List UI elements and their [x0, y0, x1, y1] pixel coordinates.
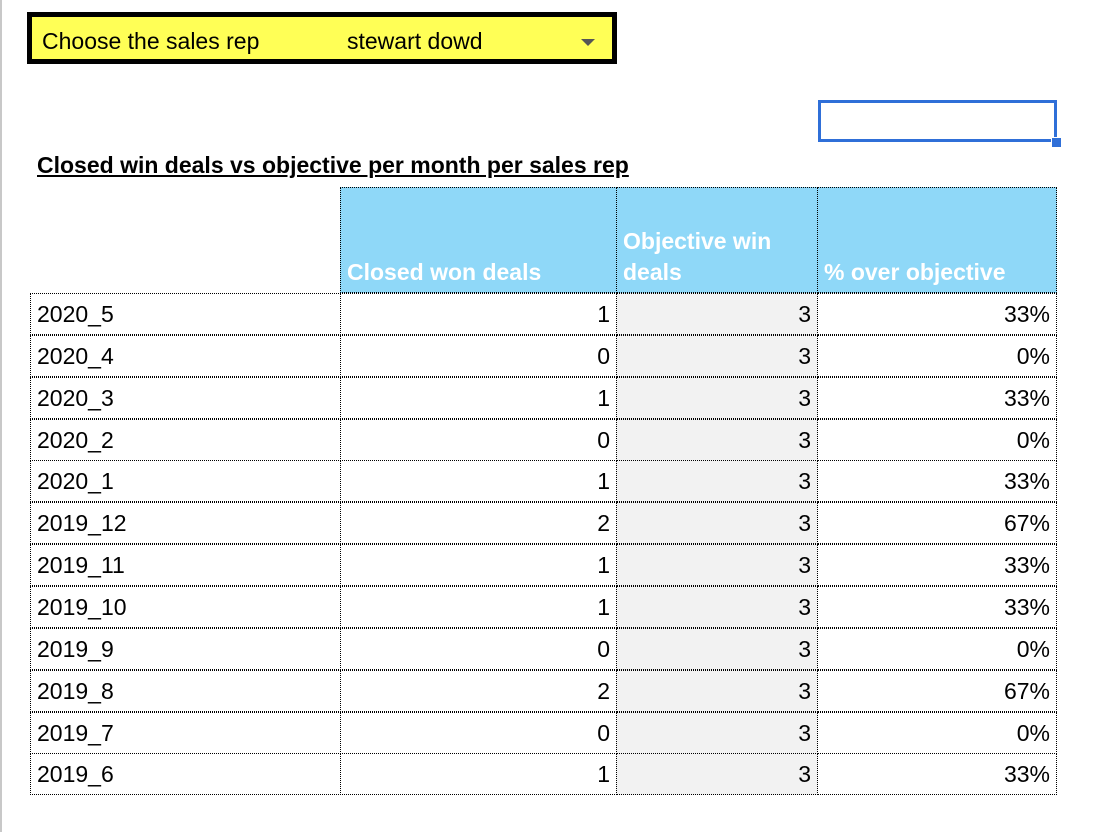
header-pct-over-objective-label: % over objective [824, 259, 1006, 285]
table-row: 2019_12 2 3 67% [30, 502, 1057, 544]
table-row: 2020_5 1 3 33% [30, 293, 1057, 335]
fill-handle[interactable] [1051, 137, 1062, 148]
closed-won-deals-cell[interactable]: 1 [340, 586, 617, 628]
header-pct-over-objective[interactable]: % over objective [817, 187, 1057, 293]
month-cell[interactable]: 2020_3 [30, 377, 341, 419]
month-cell[interactable]: 2019_7 [30, 712, 341, 754]
month-cell[interactable]: 2019_8 [30, 670, 341, 712]
closed-won-deals-cell[interactable]: 1 [340, 753, 617, 795]
closed-won-deals-cell[interactable]: 1 [340, 293, 617, 335]
pct-over-objective-cell[interactable]: 0% [817, 628, 1057, 670]
pct-over-objective-cell[interactable]: 67% [817, 502, 1057, 544]
month-cell[interactable]: 2020_4 [30, 335, 341, 377]
objective-win-deals-cell[interactable]: 3 [616, 419, 818, 461]
pct-over-objective-cell[interactable]: 33% [817, 293, 1057, 335]
month-cell[interactable]: 2019_11 [30, 544, 341, 586]
objective-win-deals-cell[interactable]: 3 [616, 670, 818, 712]
pct-over-objective-cell[interactable]: 33% [817, 460, 1057, 502]
pct-over-objective-cell[interactable]: 0% [817, 419, 1057, 461]
table-row: 2019_6 1 3 33% [30, 753, 1057, 795]
selected-cell[interactable] [818, 100, 1057, 142]
month-cell[interactable]: 2020_2 [30, 419, 341, 461]
table-row: 2019_8 2 3 67% [30, 670, 1057, 712]
table-row: 2019_11 1 3 33% [30, 544, 1057, 586]
objective-win-deals-cell[interactable]: 3 [616, 544, 818, 586]
pct-over-objective-cell[interactable]: 0% [817, 712, 1057, 754]
table-row: 2020_3 1 3 33% [30, 377, 1057, 419]
objective-win-deals-cell[interactable]: 3 [616, 586, 818, 628]
objective-win-deals-cell[interactable]: 3 [616, 335, 818, 377]
objective-win-deals-cell[interactable]: 3 [616, 712, 818, 754]
closed-won-deals-cell[interactable]: 0 [340, 335, 617, 377]
pct-over-objective-cell[interactable]: 33% [817, 544, 1057, 586]
closed-won-deals-cell[interactable]: 0 [340, 628, 617, 670]
sales-rep-selector[interactable]: Choose the sales rep stewart dowd [27, 12, 617, 64]
table-row: 2020_4 0 3 0% [30, 335, 1057, 377]
pct-over-objective-cell[interactable]: 67% [817, 670, 1057, 712]
sales-rep-selector-label: Choose the sales rep [42, 28, 260, 54]
month-cell[interactable]: 2019_12 [30, 502, 341, 544]
table-row: 2019_7 0 3 0% [30, 712, 1057, 754]
closed-won-deals-cell[interactable]: 2 [340, 670, 617, 712]
closed-won-deals-cell[interactable]: 0 [340, 419, 617, 461]
month-cell[interactable]: 2019_9 [30, 628, 341, 670]
pct-over-objective-cell[interactable]: 0% [817, 335, 1057, 377]
table-title: Closed win deals vs objective per month … [37, 152, 629, 178]
closed-won-deals-cell[interactable]: 1 [340, 544, 617, 586]
month-cell[interactable]: 2020_1 [30, 460, 341, 502]
objective-win-deals-cell[interactable]: 3 [616, 502, 818, 544]
header-closed-won-deals[interactable]: Closed won deals [340, 187, 617, 293]
month-cell[interactable]: 2019_10 [30, 586, 341, 628]
closed-won-deals-cell[interactable]: 2 [340, 502, 617, 544]
header-objective-win-deals-label: Objective win deals [623, 228, 772, 285]
table-row: 2019_10 1 3 33% [30, 586, 1057, 628]
objective-win-deals-cell[interactable]: 3 [616, 753, 818, 795]
closed-won-deals-cell[interactable]: 1 [340, 377, 617, 419]
objective-win-deals-cell[interactable]: 3 [616, 628, 818, 670]
objective-win-deals-cell[interactable]: 3 [616, 293, 818, 335]
sales-rep-selected-value[interactable]: stewart dowd [347, 28, 483, 54]
objective-win-deals-cell[interactable]: 3 [616, 460, 818, 502]
window-left-edge [0, 0, 2, 832]
objective-win-deals-cell[interactable]: 3 [616, 377, 818, 419]
header-objective-win-deals[interactable]: Objective win deals [616, 187, 818, 293]
month-cell[interactable]: 2020_5 [30, 293, 341, 335]
closed-won-deals-cell[interactable]: 1 [340, 460, 617, 502]
closed-won-deals-cell[interactable]: 0 [340, 712, 617, 754]
chevron-down-icon[interactable] [581, 39, 595, 46]
header-closed-won-deals-label: Closed won deals [347, 259, 542, 285]
pct-over-objective-cell[interactable]: 33% [817, 377, 1057, 419]
pct-over-objective-cell[interactable]: 33% [817, 753, 1057, 795]
pct-over-objective-cell[interactable]: 33% [817, 586, 1057, 628]
table-row: 2020_2 0 3 0% [30, 419, 1057, 461]
table-row: 2020_1 1 3 33% [30, 460, 1057, 502]
month-cell[interactable]: 2019_6 [30, 753, 341, 795]
table-row: 2019_9 0 3 0% [30, 628, 1057, 670]
